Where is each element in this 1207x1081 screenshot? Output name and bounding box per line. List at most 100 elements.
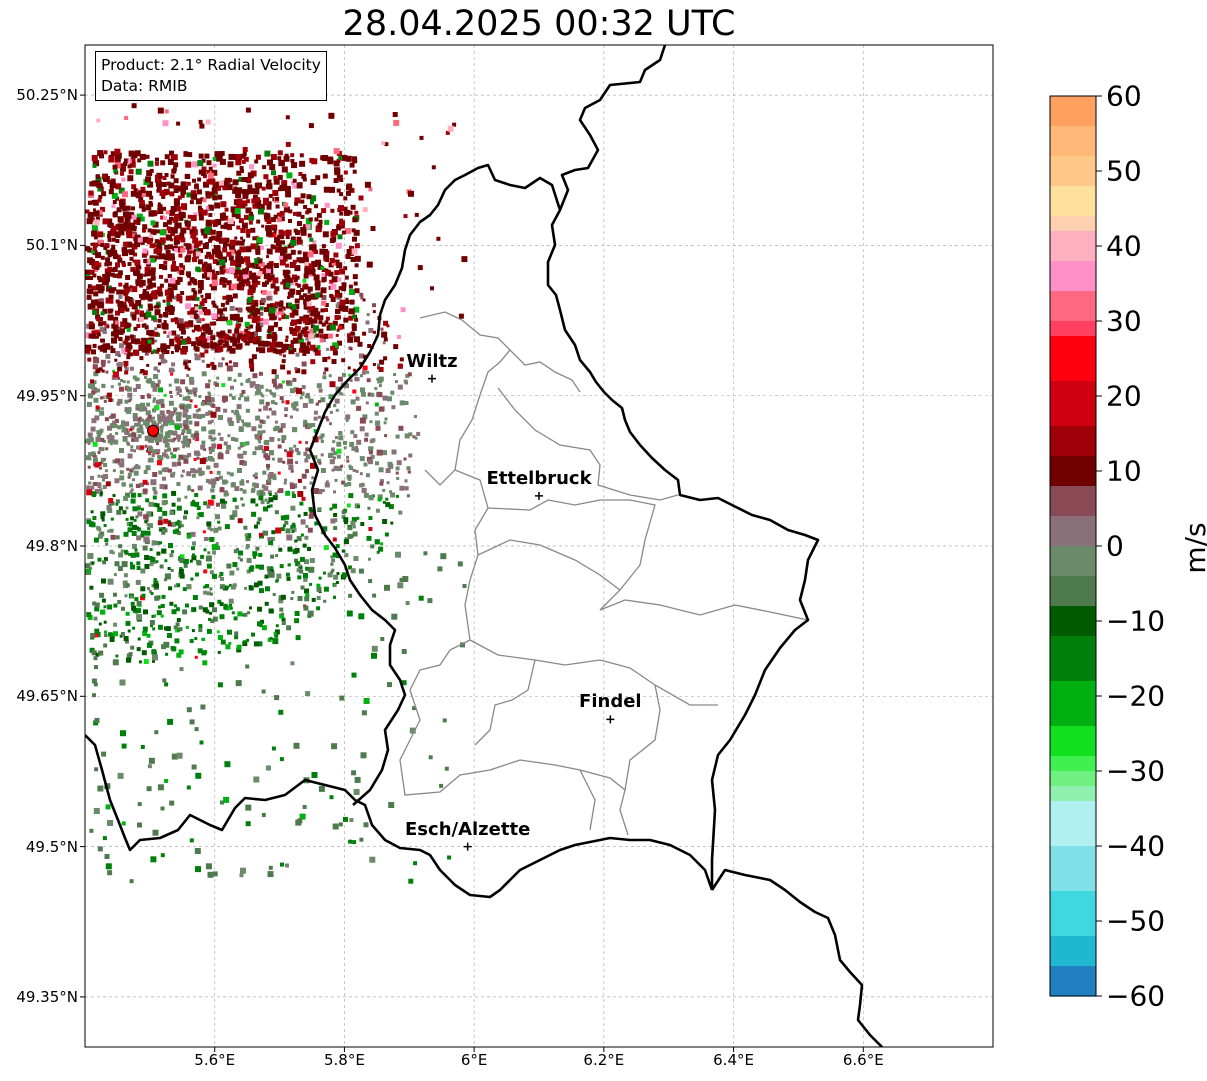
- velocity-pixel: [113, 603, 118, 608]
- velocity-pixel: [97, 231, 104, 238]
- velocity-pixel: [210, 340, 213, 344]
- velocity-pixel: [203, 501, 208, 506]
- velocity-pixel: [266, 230, 273, 237]
- velocity-pixel: [132, 375, 137, 380]
- velocity-pixel: [244, 256, 250, 263]
- velocity-pixel: [87, 441, 91, 445]
- velocity-pixel: [92, 493, 96, 497]
- velocity-pixel: [382, 488, 386, 492]
- velocity-pixel: [285, 229, 292, 236]
- velocity-pixel: [290, 597, 294, 601]
- velocity-pixel: [141, 431, 145, 435]
- velocity-pixel: [137, 493, 142, 498]
- velocity-pixel: [185, 338, 192, 344]
- velocity-pixel: [242, 268, 249, 275]
- velocity-pixel: [272, 245, 277, 250]
- velocity-pixel: [254, 182, 260, 188]
- velocity-pixel: [343, 196, 348, 201]
- velocity-pixel: [374, 539, 380, 545]
- velocity-pixel: [370, 454, 375, 459]
- velocity-pixel: [141, 337, 147, 343]
- velocity-pixel: [140, 240, 145, 245]
- velocity-pixel: [139, 482, 143, 487]
- radar-site-marker[interactable]: [147, 424, 160, 437]
- velocity-pixel: [301, 369, 307, 375]
- velocity-pixel: [273, 175, 278, 180]
- velocity-pixel: [235, 337, 241, 343]
- velocity-pixel: [336, 448, 342, 454]
- velocity-pixel: [408, 453, 413, 458]
- velocity-pixel: [113, 424, 118, 428]
- velocity-pixel: [147, 293, 153, 299]
- velocity-pixel: [193, 458, 197, 461]
- velocity-pixel: [352, 169, 357, 174]
- velocity-pixel: [356, 405, 362, 411]
- velocity-pixel: [292, 527, 297, 532]
- velocity-pixel: [349, 818, 354, 823]
- velocity-pixel: [110, 501, 115, 506]
- velocity-pixel: [268, 497, 274, 503]
- velocity-pixel: [107, 218, 113, 224]
- velocity-pixel: [331, 743, 338, 750]
- velocity-pixel: [242, 450, 247, 455]
- velocity-pixel: [168, 411, 174, 417]
- velocity-pixel: [246, 233, 251, 238]
- velocity-pixel: [112, 420, 117, 425]
- velocity-pixel: [341, 154, 348, 161]
- velocity-pixel: [212, 550, 216, 555]
- velocity-pixel: [404, 479, 408, 483]
- velocity-pixel: [173, 625, 178, 630]
- velocity-pixel: [299, 813, 306, 820]
- velocity-pixel: [257, 430, 263, 436]
- velocity-pixel: [258, 261, 264, 267]
- velocity-pixel: [323, 333, 329, 339]
- velocity-pixel: [302, 177, 307, 182]
- velocity-pixel: [277, 246, 283, 252]
- velocity-pixel: [318, 293, 323, 298]
- velocity-pixel: [97, 451, 101, 455]
- velocity-pixel: [136, 526, 140, 530]
- velocity-pixel: [194, 437, 199, 442]
- velocity-pixel: [296, 290, 302, 295]
- velocity-pixel: [306, 341, 311, 346]
- velocity-pixel: [91, 349, 96, 355]
- velocity-pixel: [276, 217, 282, 223]
- velocity-pixel: [149, 548, 153, 552]
- velocity-pixel: [329, 507, 333, 511]
- velocity-pixel: [100, 511, 106, 517]
- velocity-pixel: [210, 448, 215, 453]
- velocity-pixel: [146, 330, 152, 336]
- velocity-pixel: [220, 316, 225, 322]
- velocity-pixel: [266, 183, 273, 190]
- velocity-pixel: [131, 214, 137, 220]
- velocity-pixel: [284, 514, 290, 520]
- velocity-pixel: [294, 539, 298, 543]
- velocity-pixel: [210, 343, 215, 349]
- velocity-pixel: [150, 257, 156, 263]
- velocity-pixel: [382, 341, 386, 345]
- velocity-pixel: [144, 325, 149, 330]
- velocity-pixel: [164, 682, 169, 687]
- velocity-pixel: [97, 533, 103, 539]
- velocity-pixel: [243, 156, 249, 162]
- velocity-pixel: [131, 184, 137, 190]
- velocity-pixel: [258, 371, 263, 376]
- velocity-pixel: [220, 332, 227, 339]
- velocity-pixel: [87, 211, 94, 218]
- velocity-pixel: [377, 366, 381, 370]
- velocity-pixel: [184, 386, 188, 390]
- velocity-pixel: [91, 418, 97, 424]
- velocity-pixel: [210, 361, 215, 366]
- velocity-pixel: [245, 330, 251, 336]
- velocity-pixel: [299, 160, 306, 167]
- velocity-pixel: [346, 190, 351, 196]
- velocity-pixel: [321, 273, 326, 277]
- velocity-pixel: [262, 281, 267, 287]
- velocity-pixel: [198, 248, 204, 253]
- velocity-pixel: [171, 284, 178, 291]
- velocity-pixel: [195, 409, 199, 413]
- velocity-pixel: [105, 297, 112, 304]
- velocity-pixel: [293, 444, 297, 448]
- velocity-pixel: [97, 557, 102, 562]
